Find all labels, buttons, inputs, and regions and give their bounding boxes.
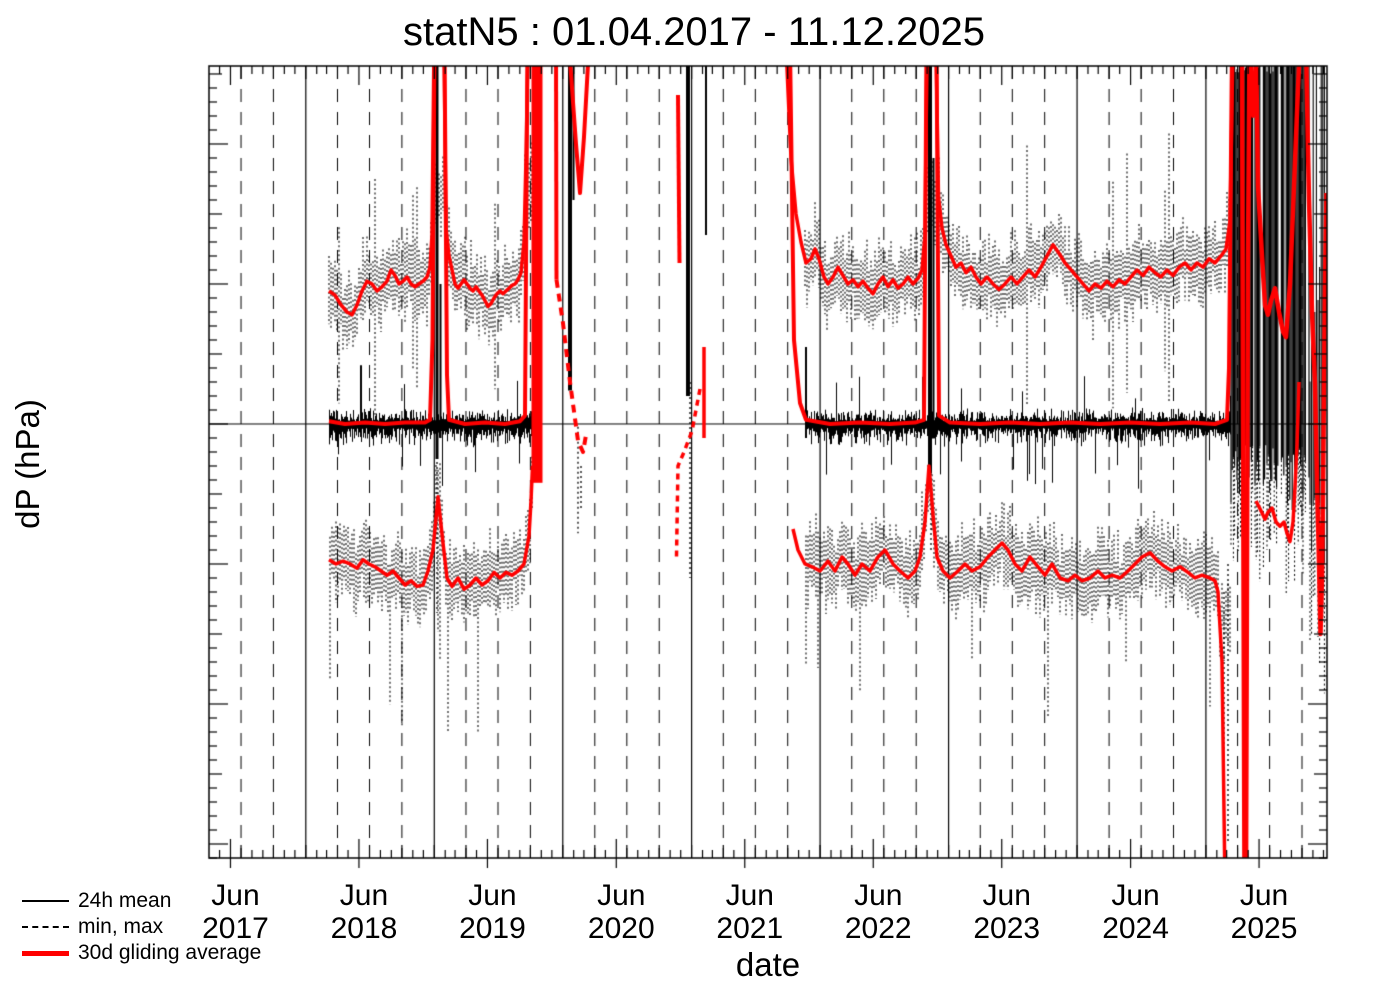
x-tick-label: Jun 2020 [587, 879, 655, 945]
legend-item-min-max: min, max [22, 914, 261, 940]
x-tick-label: Jun 2022 [844, 879, 912, 945]
legend-item-30d-average: 30d gliding average [22, 940, 261, 966]
x-tick-label: Jun 2017 [202, 879, 269, 945]
legend-label: min, max [78, 915, 164, 938]
red-line-swatch [22, 950, 69, 956]
dashed-line-swatch [22, 926, 69, 928]
legend-item-24h-mean: 24h mean [22, 888, 261, 914]
x-tick-label: Jun 2023 [973, 879, 1041, 945]
x-tick-label: Jun 2018 [330, 879, 398, 945]
x-tick-label: Jun 2025 [1230, 879, 1298, 945]
legend-label: 24h mean [78, 889, 172, 912]
legend: 24h mean min, max 30d gliding average [22, 888, 261, 966]
x-tick-label: Jun 2021 [716, 879, 784, 945]
x-tick-label: Jun 2019 [459, 879, 526, 945]
chart-title: statN5 : 01.04.2017 - 11.12.2025 [403, 10, 985, 54]
x-axis-label: date [735, 946, 801, 983]
solid-line-swatch [22, 900, 69, 902]
x-tick-label: Jun 2024 [1102, 879, 1169, 945]
y-axis-label: dP (hPa) [9, 399, 46, 529]
legend-label: 30d gliding average [78, 941, 262, 964]
